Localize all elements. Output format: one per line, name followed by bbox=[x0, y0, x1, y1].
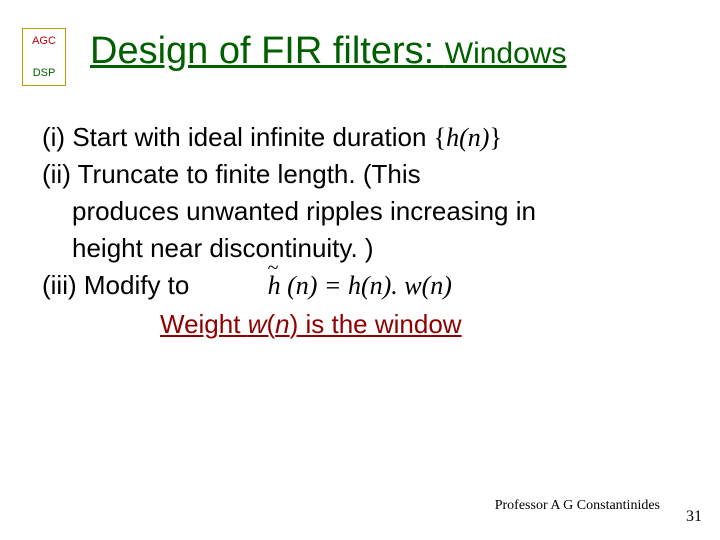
footer-professor: Professor A G Constantinides bbox=[495, 498, 660, 514]
body-line-1: (i) Start with ideal infinite duration {… bbox=[42, 120, 682, 155]
body-line-4: height near discontinuity. ) bbox=[42, 231, 682, 266]
modify-formula: ~ h (n) = h(n). w(n) bbox=[262, 268, 452, 303]
logo-bottom: DSP bbox=[23, 67, 65, 79]
weight-n: n bbox=[275, 309, 289, 339]
body-line-2: (ii) Truncate to finite length. (This bbox=[42, 157, 682, 192]
weight-rest: ) is the window bbox=[290, 309, 462, 339]
slide-title: Design of FIR filters: Windows bbox=[90, 30, 566, 73]
formula-text: h (n) = h(n). w(n) bbox=[268, 271, 452, 300]
title-main: Design of FIR filters: bbox=[90, 30, 445, 72]
logo-box: AGC DSP bbox=[22, 28, 66, 86]
footer-page-number: 31 bbox=[686, 508, 702, 526]
logo-top: AGC bbox=[23, 35, 65, 47]
body-line-5: (iii) Modify to ~ h (n) = h(n). w(n) bbox=[42, 268, 682, 303]
body-line-3: produces unwanted ripples increasing in bbox=[42, 194, 682, 229]
line5-text: (iii) Modify to bbox=[42, 270, 189, 300]
weight-paren-open: ( bbox=[266, 309, 275, 339]
weight-w: w bbox=[248, 309, 267, 339]
weight-line: Weight w(n) is the window bbox=[160, 307, 462, 342]
title-sub: Windows bbox=[445, 37, 567, 70]
body-text: (i) Start with ideal infinite duration {… bbox=[42, 120, 682, 345]
weight-line-wrap: Weight w(n) is the window bbox=[42, 305, 682, 342]
line1-formula: {h(n)} bbox=[434, 123, 502, 152]
tilde-accent: ~ bbox=[268, 255, 279, 282]
weight-a: Weight bbox=[160, 309, 248, 339]
line1-text: (i) Start with ideal infinite duration bbox=[42, 122, 434, 152]
